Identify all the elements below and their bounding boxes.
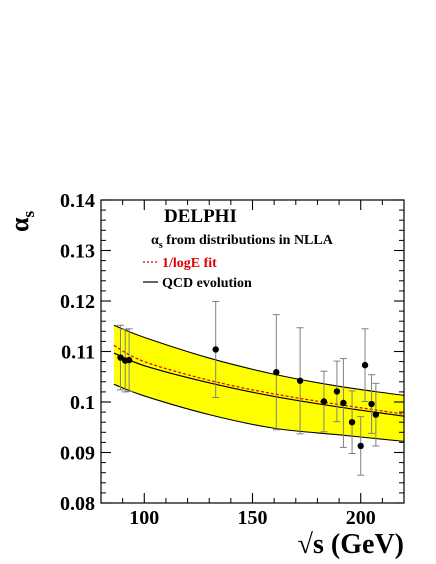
point-marker [357, 442, 364, 450]
data-point [212, 301, 220, 398]
point-marker [320, 398, 328, 405]
point-marker [348, 419, 356, 426]
y-axis-label: αs [5, 210, 38, 232]
y-tick-label: 0.12 [60, 291, 95, 313]
data-point [361, 328, 369, 402]
point-marker [340, 399, 347, 407]
data-point [125, 328, 133, 392]
y-tick-label: 0.09 [60, 443, 95, 465]
error-band [113, 325, 404, 442]
data-point [272, 314, 280, 431]
subtitle-alpha: α [151, 233, 159, 248]
point-marker [361, 361, 369, 369]
x-tick-label: 100 [129, 507, 159, 529]
point-marker [273, 369, 280, 376]
x-axis-label: √s (GeV) [298, 529, 404, 560]
chart-subtitle: αs from distributions in NLLA [151, 233, 334, 251]
y-tick-label: 0.1 [70, 392, 95, 414]
point-marker [125, 356, 133, 364]
subtitle-alpha-sub: s [159, 240, 163, 251]
data-point [357, 416, 365, 476]
legend-fit-label: 1/logE fit [162, 256, 217, 271]
data-point [348, 390, 356, 455]
point-marker [117, 354, 124, 361]
y-tick-label: 0.11 [61, 342, 95, 364]
point-marker [333, 388, 341, 395]
qcd-evolution-curve [113, 352, 405, 417]
y-tick-label: 0.13 [60, 241, 95, 263]
point-marker [212, 346, 219, 353]
error-band-layer [113, 324, 405, 442]
y-axis-alpha: α [5, 217, 34, 232]
curve-layer [113, 344, 405, 417]
axis-layer: 0.08 0.09 0.1 0.11 0.12 0.13 0.14 100 150 200 [60, 190, 405, 529]
subtitle-rest: from distributions in NLLA [163, 233, 334, 248]
point-marker [372, 411, 380, 418]
data-point [368, 374, 376, 434]
band-lower-edge [113, 383, 405, 442]
data-points-layer [116, 301, 380, 476]
data-point [372, 382, 380, 447]
point-marker [296, 377, 304, 384]
data-point [333, 360, 341, 423]
y-tick-label: 0.08 [60, 493, 95, 515]
x-tick-label: 150 [238, 507, 268, 529]
data-point [320, 370, 328, 433]
data-point [116, 324, 124, 391]
logE-fit-curve [113, 344, 405, 415]
point-marker [368, 400, 375, 408]
data-point [339, 358, 347, 448]
y-axis-alpha-sub: s [19, 210, 38, 217]
legend-qcd-label: QCD evolution [162, 276, 252, 291]
y-tick-label: 0.14 [60, 190, 95, 212]
chart-title: DELPHI [164, 206, 237, 227]
band-upper-edge [113, 324, 405, 396]
x-tick-label: 200 [346, 507, 376, 529]
data-point [296, 327, 304, 435]
